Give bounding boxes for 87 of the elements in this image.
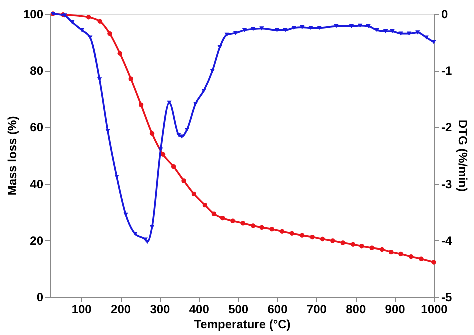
- y-tick-label: 0: [36, 290, 44, 304]
- point: [366, 24, 371, 28]
- point: [300, 26, 305, 30]
- x-tick-label: 100: [72, 302, 92, 316]
- point: [383, 30, 388, 34]
- point: [240, 221, 246, 226]
- point: [202, 88, 206, 94]
- point: [340, 240, 346, 246]
- x-tick-label: 700: [306, 302, 328, 316]
- point: [150, 225, 155, 230]
- point: [283, 28, 288, 32]
- point: [88, 36, 93, 40]
- point: [380, 247, 385, 252]
- point: [98, 19, 102, 24]
- point: [260, 26, 264, 31]
- x-tick-label: 200: [111, 302, 132, 316]
- x-tick-label: 500: [228, 302, 249, 316]
- point: [290, 231, 294, 236]
- point: [86, 15, 92, 20]
- point: [310, 234, 315, 240]
- y-tick-label: 20: [30, 234, 44, 248]
- y-tick-label: 100: [23, 8, 44, 22]
- point: [292, 26, 296, 30]
- point: [118, 51, 122, 56]
- point: [390, 30, 395, 34]
- point: [300, 233, 305, 238]
- y2-tick-label: -3: [442, 177, 452, 192]
- x-tick-label: 600: [268, 302, 288, 316]
- point: [308, 26, 314, 30]
- point: [270, 227, 275, 232]
- point: [202, 202, 208, 208]
- point: [374, 28, 380, 32]
- point: [128, 76, 134, 82]
- point: [210, 69, 215, 74]
- x-axis-title: Temperature (°C): [194, 318, 291, 332]
- point: [124, 212, 128, 217]
- point: [224, 32, 230, 37]
- point: [133, 232, 138, 236]
- y2-tick-label: -1: [442, 64, 452, 78]
- point: [150, 131, 155, 136]
- point: [212, 212, 217, 216]
- y2-tick-label: 0: [442, 8, 448, 22]
- point: [320, 236, 326, 242]
- point: [160, 152, 166, 157]
- point: [358, 24, 363, 28]
- y2-axis-title: DTG (%/min): [456, 120, 470, 192]
- point: [218, 45, 222, 50]
- y2-tick-label: -5: [442, 290, 452, 304]
- x-tick-label: 800: [346, 302, 366, 316]
- x-tick-label: 1000: [421, 302, 448, 316]
- point: [370, 246, 374, 250]
- point: [230, 218, 236, 224]
- point: [360, 244, 364, 249]
- point: [350, 242, 356, 247]
- point: [330, 238, 336, 244]
- point: [432, 260, 436, 265]
- point: [251, 224, 256, 228]
- point: [138, 102, 144, 108]
- point: [108, 31, 112, 36]
- point: [274, 28, 280, 32]
- point: [176, 133, 182, 138]
- point: [419, 256, 424, 262]
- point: [192, 192, 197, 197]
- y-tick-label: 40: [30, 177, 44, 192]
- x-tick-label: 300: [150, 302, 171, 316]
- point: [280, 229, 285, 234]
- point: [220, 216, 226, 221]
- x-tick-label: 400: [189, 302, 210, 316]
- y2-tick-label: -2: [442, 120, 452, 135]
- y-tick-label: 80: [30, 64, 44, 78]
- point: [408, 254, 414, 260]
- point: [184, 128, 190, 132]
- point: [242, 28, 248, 32]
- y2-tick-label: -4: [442, 234, 452, 248]
- point: [182, 178, 186, 184]
- y-tick-label: 60: [30, 120, 44, 135]
- point: [233, 31, 238, 36]
- point: [317, 26, 322, 30]
- point: [171, 164, 176, 170]
- point: [334, 24, 339, 28]
- point: [349, 24, 354, 28]
- point: [398, 252, 404, 257]
- x-tick-label: 900: [385, 302, 406, 316]
- point: [388, 250, 394, 255]
- point: [416, 30, 420, 35]
- point: [260, 225, 264, 230]
- y-axis-title: Mass loss (%): [5, 116, 20, 196]
